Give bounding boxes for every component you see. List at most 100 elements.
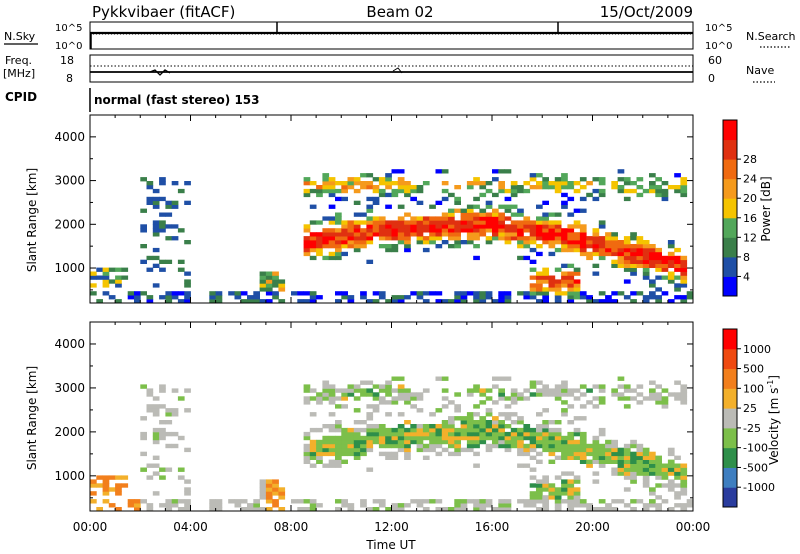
velocity-cell	[548, 447, 556, 453]
velocity-cell	[454, 443, 461, 449]
velocity-cell	[473, 463, 480, 468]
velocity-cell	[366, 443, 374, 449]
velocity-cell	[473, 435, 480, 441]
power-cell	[96, 299, 103, 304]
velocity-cell	[265, 487, 273, 492]
velocity-colorbar-tick-label: -500	[743, 461, 768, 474]
velocity-cell	[667, 451, 675, 457]
velocity-cell	[655, 396, 662, 401]
velocity-colorbar-swatch	[723, 447, 737, 468]
power-cell	[623, 240, 631, 245]
power-cell	[542, 291, 549, 296]
power-cell	[548, 181, 556, 186]
velocity-cell	[435, 451, 443, 457]
velocity-cell	[404, 455, 411, 460]
velocity-cell	[410, 404, 417, 409]
power-cell	[309, 295, 317, 300]
velocity-cell	[617, 451, 625, 457]
velocity-cell	[278, 507, 286, 512]
power-cell	[586, 255, 593, 261]
power-cell	[649, 259, 656, 264]
velocity-cell	[674, 503, 681, 508]
velocity-cell	[454, 416, 461, 421]
power-cell	[636, 291, 644, 296]
power-cell	[322, 185, 330, 190]
power-cell	[473, 224, 480, 229]
velocity-cell	[448, 507, 455, 512]
power-cell	[209, 295, 216, 300]
power-cell	[416, 200, 424, 205]
power-cell	[454, 291, 461, 296]
power-cell	[649, 251, 656, 257]
velocity-cell	[366, 427, 374, 433]
velocity-cell	[391, 503, 399, 508]
power-cell	[642, 259, 650, 264]
power-cell	[397, 232, 405, 237]
power-cell	[372, 188, 380, 194]
power-cell	[473, 220, 480, 225]
power-cell	[152, 224, 160, 229]
velocity-cell	[473, 507, 480, 512]
power-cell	[661, 196, 669, 202]
velocity-cell	[655, 384, 662, 389]
velocity-cell	[680, 396, 688, 401]
power-cell	[623, 255, 631, 261]
power-cell	[630, 188, 637, 194]
power-cell	[554, 236, 562, 241]
power-cell	[680, 188, 688, 194]
power-cell	[328, 185, 336, 190]
power-cell	[561, 247, 568, 253]
power-cell	[422, 224, 430, 229]
power-cell	[378, 236, 386, 241]
power-cell	[579, 251, 587, 257]
velocity-cell	[674, 467, 681, 472]
power-cell	[347, 181, 355, 186]
power-cell	[542, 267, 549, 272]
velocity-cell	[473, 412, 480, 417]
velocity-cell	[435, 408, 443, 413]
velocity-cell	[146, 475, 154, 480]
power-cell	[159, 267, 166, 272]
velocity-cell	[429, 424, 436, 429]
velocity-cell	[636, 447, 644, 453]
power-cell	[592, 251, 600, 257]
power-cell	[617, 251, 625, 257]
velocity-cell	[121, 475, 129, 480]
velocity-cell	[152, 404, 160, 409]
power-cell	[617, 185, 625, 190]
power-cell	[567, 240, 575, 245]
power-cell	[630, 236, 637, 241]
velocity-cell	[397, 412, 405, 417]
power-cell	[385, 204, 392, 209]
power-cell	[152, 283, 160, 288]
power-cell	[655, 259, 662, 264]
power-cell	[661, 181, 669, 186]
velocity-cell	[592, 471, 600, 476]
power-cell	[448, 208, 455, 213]
velocity-cell	[372, 384, 380, 389]
power-cell	[517, 232, 524, 237]
velocity-cell	[554, 447, 562, 453]
power-cell	[378, 181, 386, 186]
power-cell	[636, 185, 644, 190]
power-cell	[655, 185, 662, 190]
power-cell	[448, 244, 455, 249]
velocity-cell	[366, 424, 374, 429]
velocity-cell	[598, 507, 606, 512]
velocity-cell	[466, 447, 474, 453]
velocity-cell	[366, 392, 374, 397]
velocity-cell	[554, 431, 562, 437]
power-cell	[674, 185, 681, 190]
power-colorbar-swatch	[723, 159, 737, 180]
velocity-cell	[567, 491, 575, 496]
power-cell	[623, 188, 631, 194]
power-cell	[454, 240, 461, 245]
power-cell	[630, 255, 637, 261]
velocity-cell	[680, 491, 688, 496]
velocity-cell	[536, 412, 543, 417]
velocity-cell	[441, 396, 449, 401]
power-cell	[353, 181, 361, 186]
velocity-cell	[234, 503, 242, 508]
velocity-cell	[416, 435, 424, 441]
power-colorbar-tick-label: 20	[743, 192, 757, 205]
